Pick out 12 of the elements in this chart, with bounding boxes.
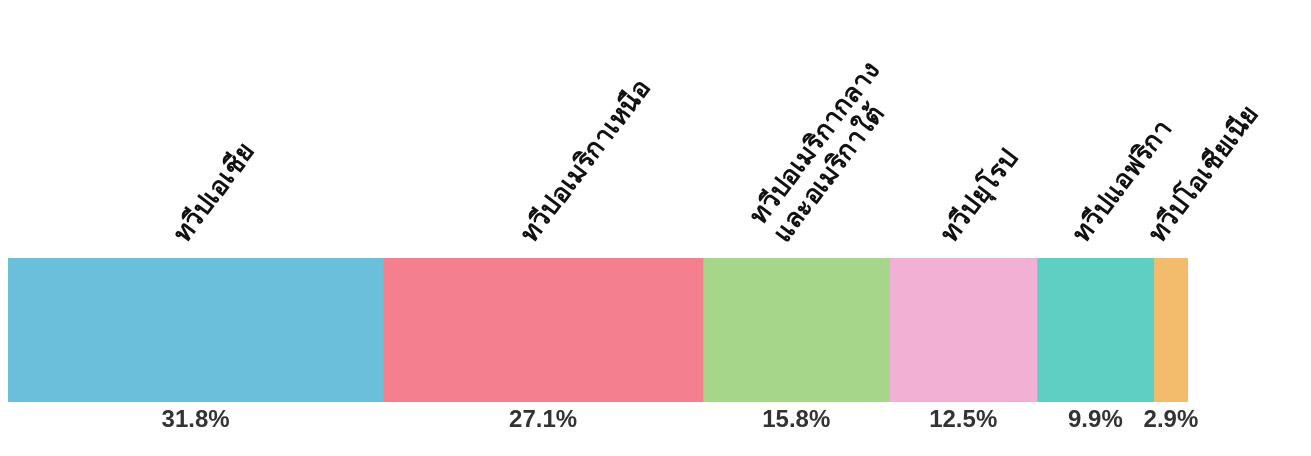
data-label: 27.1% xyxy=(509,404,578,432)
bar xyxy=(382,258,704,402)
data-label: 15.8% xyxy=(762,404,831,432)
data-label: 9.9% xyxy=(1068,404,1123,432)
data-label: 12.5% xyxy=(929,404,998,432)
data-label: 2.9% xyxy=(1143,404,1199,432)
bar xyxy=(1036,258,1155,402)
bar xyxy=(702,258,890,402)
bar xyxy=(8,258,384,402)
bar xyxy=(1153,258,1188,402)
bar xyxy=(889,258,1038,402)
data-label: 31.8% xyxy=(161,404,230,432)
